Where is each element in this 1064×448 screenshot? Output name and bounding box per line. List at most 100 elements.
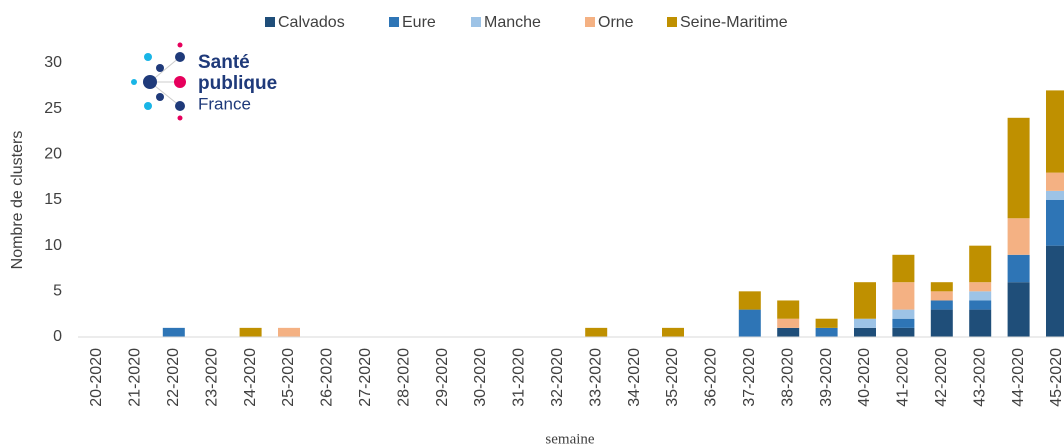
logo-dot: [174, 76, 186, 88]
y-axis-label: Nombre de clusters: [9, 131, 26, 270]
x-tick-label: 20-2020: [88, 348, 105, 407]
x-tick-label: 26-2020: [319, 348, 336, 407]
bar-segment: [969, 300, 992, 310]
bar-segment: [1007, 254, 1030, 283]
bar-segment: [777, 300, 800, 319]
bar-segment: [854, 327, 876, 337]
x-tick-label: 38-2020: [779, 348, 796, 407]
logo-dot: [143, 75, 157, 89]
x-tick-label: 45-2020: [1048, 348, 1064, 407]
legend-label: Orne: [598, 14, 634, 31]
bar-segment: [239, 327, 262, 337]
legend-label: Seine-Maritime: [680, 14, 788, 31]
x-tick-label: 24-2020: [242, 348, 259, 407]
x-tick-label: 43-2020: [971, 348, 988, 407]
y-tick-label: 30: [44, 54, 62, 71]
x-tick-label: 30-2020: [472, 348, 489, 407]
bar-segment: [662, 327, 684, 337]
legend-swatch: [667, 17, 677, 27]
x-tick-label: 28-2020: [395, 348, 412, 407]
bar-segment: [892, 254, 915, 283]
x-tick-label: 36-2020: [703, 348, 720, 407]
bar-segment: [1046, 200, 1064, 246]
x-tick-label: 31-2020: [511, 348, 528, 407]
x-tick-label: 33-2020: [587, 348, 604, 407]
y-tick-label: 10: [44, 237, 62, 254]
legend-label: Calvados: [278, 14, 345, 31]
bar-segment: [162, 327, 185, 337]
legend-swatch: [585, 17, 595, 27]
legend-label: Eure: [402, 14, 436, 31]
bar-segment: [815, 327, 838, 337]
y-tick-label: 20: [44, 146, 62, 163]
bar-segment: [854, 318, 876, 328]
logo-text: publique: [198, 73, 277, 94]
bar-segment: [1046, 190, 1064, 200]
x-tick-label: 29-2020: [434, 348, 451, 407]
bar-segment: [1007, 218, 1030, 255]
bar-segment: [585, 327, 608, 337]
x-tick-label: 34-2020: [626, 348, 643, 407]
x-tick-label: 42-2020: [933, 348, 950, 407]
y-tick-label: 5: [53, 283, 62, 300]
legend-label: Manche: [484, 14, 541, 31]
x-tick-label: 44-2020: [1010, 348, 1027, 407]
logo-dot: [156, 64, 164, 72]
bar-segment: [892, 309, 915, 319]
bar-segment: [1046, 245, 1064, 337]
logo-dot: [156, 93, 164, 101]
bar-segment: [969, 245, 992, 283]
logo-dot: [177, 115, 183, 121]
logo-dot: [144, 102, 152, 110]
logo: Santé publique France: [131, 42, 277, 121]
x-tick-label: 32-2020: [549, 348, 566, 407]
bar-segment: [815, 318, 838, 328]
bar-segment: [738, 309, 761, 337]
logo-text: France: [198, 94, 251, 113]
bar-segment: [930, 282, 953, 292]
legend-swatch: [471, 17, 481, 27]
bar-segment: [892, 327, 915, 337]
bar-segment: [892, 282, 915, 310]
bar-segment: [892, 318, 915, 328]
legend-swatch: [265, 17, 275, 27]
x-tick-label: 27-2020: [357, 348, 374, 407]
x-tick-label: 23-2020: [203, 348, 220, 407]
logo-dot: [175, 52, 185, 62]
bar-segment: [930, 291, 953, 301]
bar-segment: [930, 309, 953, 337]
bar-segment: [930, 300, 953, 310]
x-tick-label: 37-2020: [741, 348, 758, 407]
bar-segment: [278, 327, 300, 337]
bar-segment: [854, 282, 876, 319]
x-tick-label: 35-2020: [664, 348, 681, 407]
x-tick-label: 40-2020: [856, 348, 873, 407]
bar-segment: [738, 291, 761, 310]
logo-dot: [175, 101, 185, 111]
logo-dot: [144, 53, 152, 61]
x-tick-label: 41-2020: [895, 348, 912, 407]
bar-segment: [969, 309, 992, 337]
bar-segment: [1007, 282, 1030, 337]
bar-segment: [777, 318, 800, 328]
bar-segment: [969, 291, 992, 301]
x-tick-label: 22-2020: [165, 348, 182, 407]
bar-segment: [777, 327, 800, 337]
bar-segment: [1007, 117, 1030, 219]
y-tick-label: 25: [44, 100, 62, 117]
bar-segment: [969, 282, 992, 292]
x-axis-label: semaine: [545, 431, 594, 447]
y-tick-label: 15: [44, 191, 62, 208]
bar-segment: [1046, 172, 1064, 191]
logo-dot: [177, 42, 183, 48]
x-tick-label: 21-2020: [127, 348, 144, 407]
bar-segment: [1046, 90, 1064, 173]
logo-text: Santé: [198, 52, 250, 73]
legend-swatch: [389, 17, 399, 27]
logo-dot: [131, 79, 137, 85]
x-tick-label: 39-2020: [818, 348, 835, 407]
y-tick-label: 0: [53, 328, 62, 345]
x-tick-label: 25-2020: [280, 348, 297, 407]
